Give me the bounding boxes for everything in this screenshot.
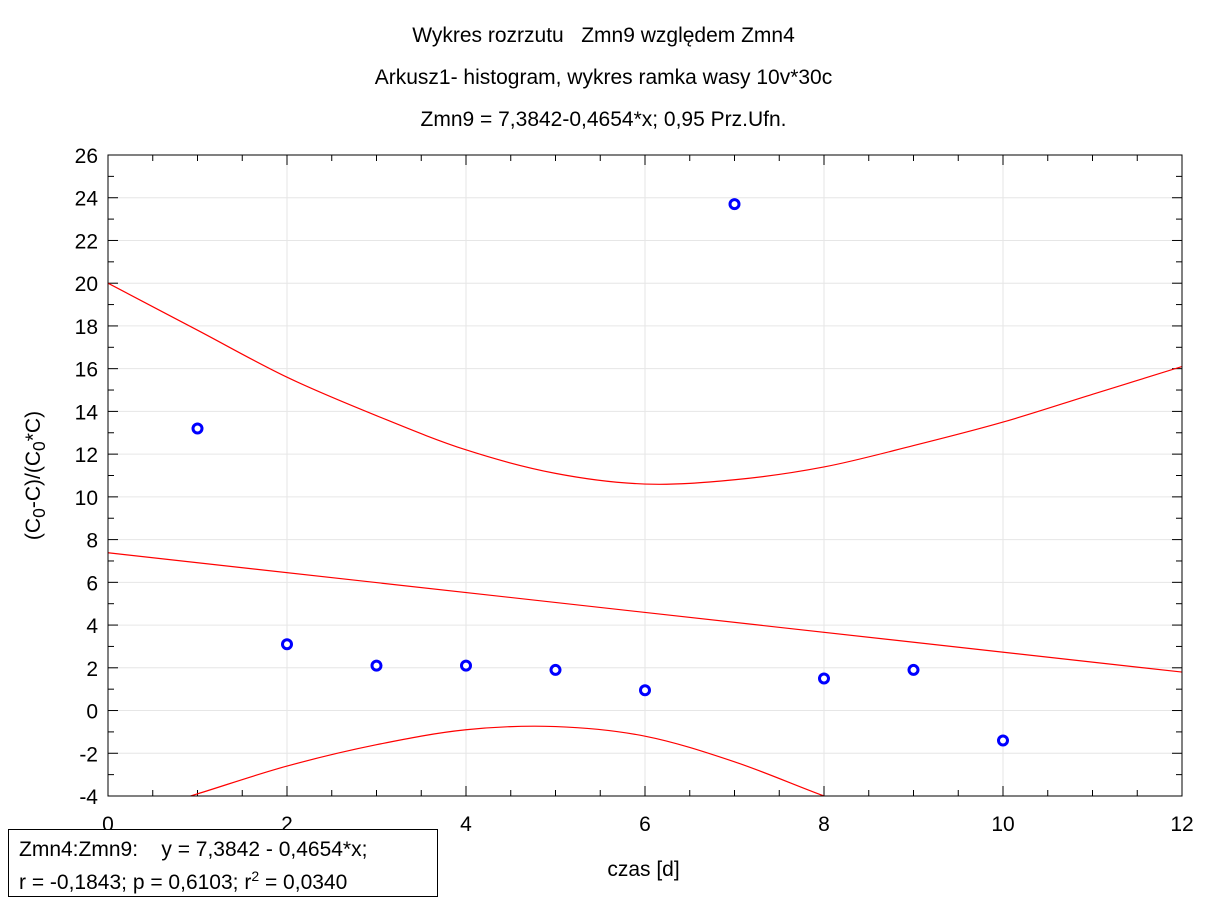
data-point: [191, 422, 204, 435]
regression-line: [108, 552, 1182, 673]
regression-equation: Zmn9 = 7,3842-0,4654*x; 0,95 Prz.Ufn.: [420, 108, 787, 131]
y-tick-label: 18: [75, 316, 98, 339]
y-tick-label: 4: [86, 615, 98, 638]
y-tick-label: 22: [75, 230, 98, 253]
y-tick-label: 16: [75, 359, 98, 382]
regression-stats-box: Zmn4:Zmn9: y = 7,3842 - 0,4654*x; r = -0…: [8, 829, 438, 897]
x-tick-label: 12: [1170, 813, 1193, 836]
data-points: [191, 198, 1009, 747]
x-axis-label: czas [d]: [607, 858, 680, 881]
data-point: [907, 663, 920, 676]
y-tick-label: 26: [75, 145, 98, 168]
y-tick-label: 20: [75, 273, 98, 296]
y-tick-label: 0: [86, 701, 98, 724]
x-tick-label: 2: [281, 813, 293, 836]
x-tick-label: 0: [102, 813, 114, 836]
chart-title: Wykres rozrzutu Zmn9 względem Zmn4: [412, 24, 795, 47]
data-point: [997, 734, 1009, 747]
y-tick-label: 12: [75, 444, 98, 467]
data-point: [281, 638, 293, 651]
y-tick-label: 8: [86, 530, 98, 553]
x-tick-label: 8: [818, 813, 830, 836]
data-point: [639, 684, 651, 697]
regression-lines: [108, 282, 1182, 796]
grid: [107, 154, 1183, 797]
y-tick-label: 24: [75, 188, 99, 211]
data-point: [549, 663, 562, 676]
data-point: [728, 198, 741, 211]
y-tick-label: -2: [79, 743, 98, 766]
y-tick-label: -4: [79, 786, 98, 809]
data-point: [370, 659, 383, 672]
x-tick-label: 10: [991, 813, 1014, 836]
upper-confidence-curve: [108, 282, 1182, 485]
ticks: [107, 154, 1183, 797]
plot-area-frame: [107, 154, 1183, 797]
x-tick-label: 6: [639, 813, 651, 836]
y-tick-label: 10: [75, 487, 98, 510]
data-point: [818, 672, 830, 685]
y-tick-label: 2: [86, 658, 98, 681]
lower-confidence-curve: [188, 725, 826, 796]
y-tick-label: 14: [75, 401, 99, 424]
stats-correlation: r = -0,1843; p = 0,6103; r2 = 0,0340: [19, 868, 348, 894]
x-tick-label: 4: [460, 813, 472, 836]
data-point: [460, 659, 472, 672]
stats-equation: Zmn4:Zmn9: y = 7,3842 - 0,4654*x;: [19, 838, 368, 861]
y-axis-label: (C0-C)/(C0*C): [22, 410, 50, 541]
chart-subtitle: Arkusz1- histogram, wykres ramka wasy 10…: [374, 66, 833, 89]
y-tick-label: 6: [86, 572, 98, 595]
